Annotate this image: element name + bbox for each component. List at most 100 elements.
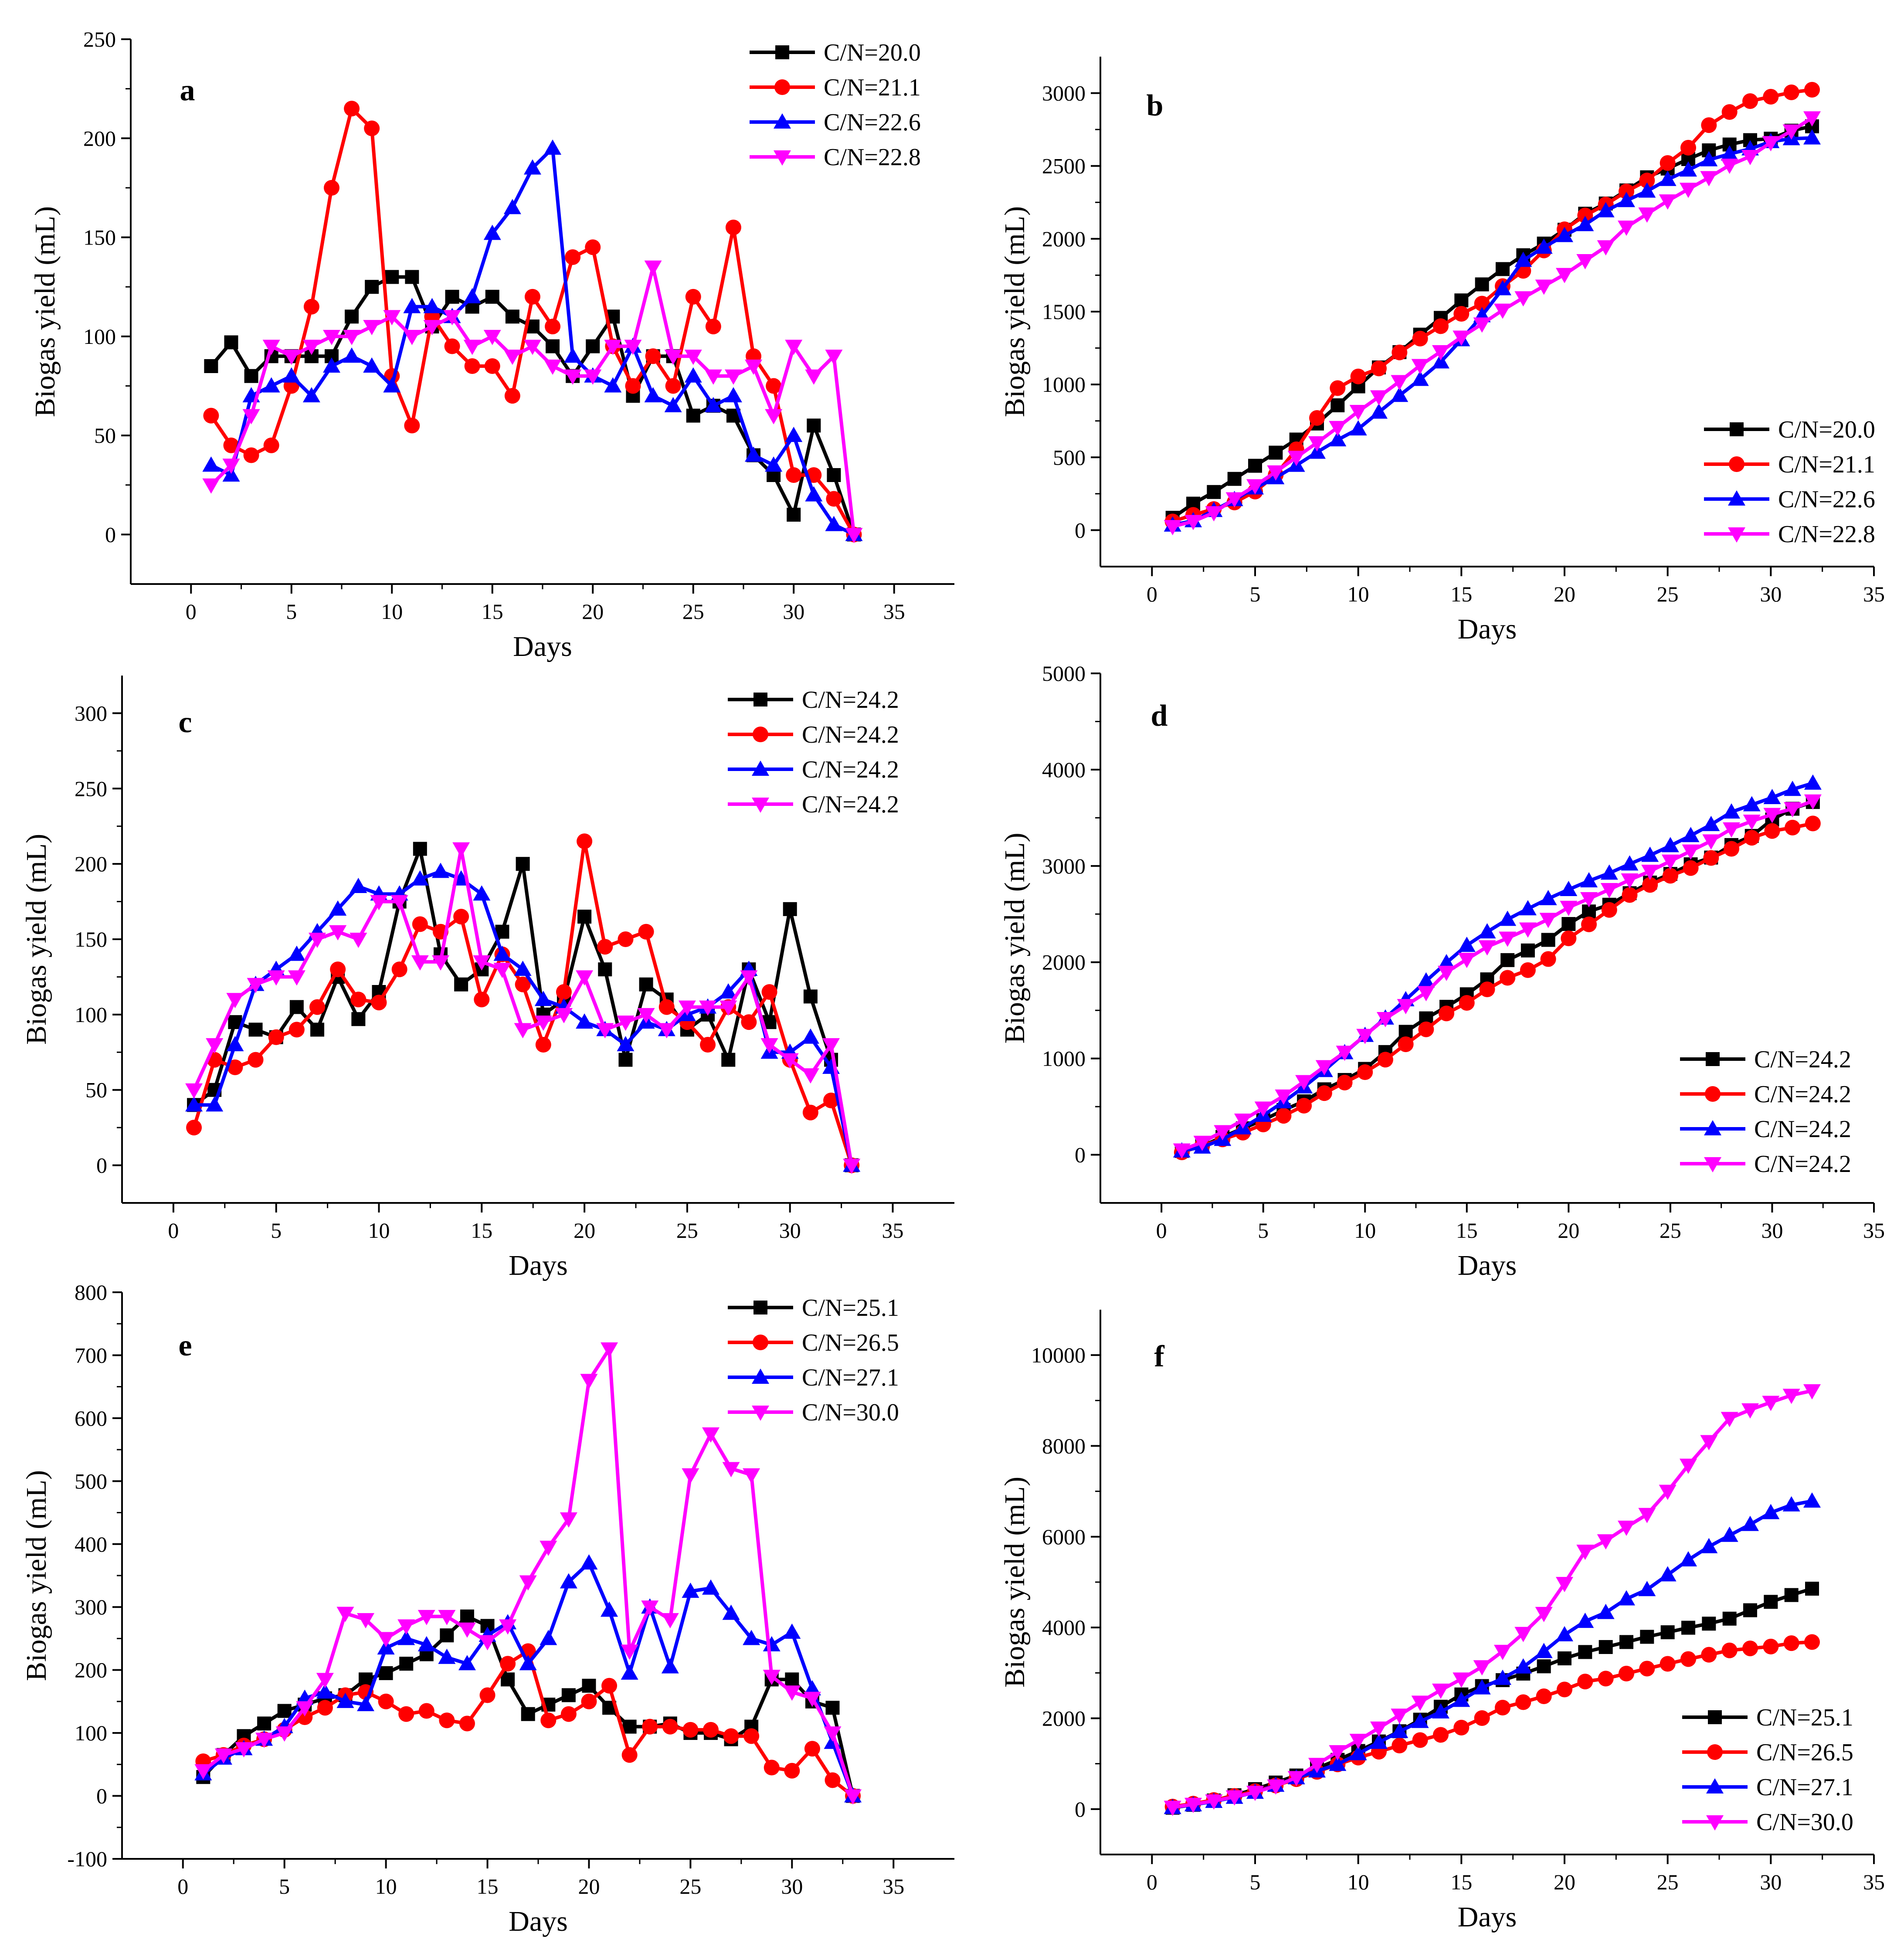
panel-b-series-2-point	[1680, 161, 1697, 177]
panel-a-series-0-point	[405, 270, 419, 284]
panel-f-series-2-point	[1370, 1733, 1388, 1749]
panel-c-series-0-point	[598, 962, 612, 977]
panel-d-series-3-point	[1275, 1089, 1293, 1105]
panel-a-series-1-point	[464, 358, 480, 374]
panel-a-series-3-point	[423, 320, 441, 336]
panel-c-series-1-point	[288, 1022, 305, 1038]
panel-f-series-0-point	[1599, 1640, 1613, 1654]
panel-a-series-3-point	[704, 369, 722, 385]
panel-f-series-2-point	[1576, 1613, 1594, 1628]
panel-a-series-1-point	[645, 348, 661, 364]
panel-d-x-tick-label: 15	[1456, 1218, 1478, 1243]
panel-a-series-3-point	[604, 340, 622, 355]
panel-f-series-3-point	[1597, 1534, 1615, 1550]
panel-d-series-1-point	[1296, 1097, 1312, 1114]
panel-a-y-tick-label: 150	[83, 225, 116, 250]
panel-b-series-2-point	[1535, 238, 1553, 254]
panel-d-y-tick-label: 5000	[1042, 661, 1086, 686]
panel-a-series-3-point	[765, 409, 783, 425]
panel-a-series-1-point	[263, 437, 279, 453]
panel-d-series-1-point	[1276, 1108, 1292, 1124]
panel-f-series-3-point	[1638, 1508, 1656, 1523]
panel-f-series-3-point	[1514, 1627, 1532, 1642]
panel-e-series-2-point	[519, 1655, 537, 1671]
panel-e-y-tick-label: -100	[67, 1847, 107, 1871]
panel-e-series-2-point	[540, 1630, 557, 1645]
panel-c-series-3-point	[411, 955, 429, 971]
panel-c-series-2-point	[514, 961, 532, 976]
panel-b-series-3-point	[1453, 330, 1470, 346]
panel-a-series-2-point	[403, 298, 421, 313]
panel-b-series-2-point	[1659, 170, 1677, 186]
panel-a-series-2-point	[343, 347, 361, 363]
panel-f-y-tick-label: 10000	[1031, 1343, 1086, 1367]
panel-d-series-1-point	[1500, 970, 1516, 986]
panel-e-y-tick-label: 300	[75, 1595, 107, 1619]
panel-e-series-3-point	[357, 1613, 375, 1629]
panel-c-series-3-point	[185, 1083, 203, 1099]
panel-c-series-1-point	[371, 995, 387, 1011]
panel-d-legend-3-label: C/N=24.2	[1754, 1151, 1851, 1178]
panel-c-legend-3-marker	[752, 798, 769, 813]
panel-b-series-2-point	[1597, 202, 1615, 217]
panel-e-series-1-point	[378, 1693, 394, 1709]
panel-f-series-1-point	[1474, 1710, 1490, 1726]
panel-d-series-1-point	[1785, 819, 1801, 836]
panel-f-series-2-point	[1556, 1626, 1573, 1641]
panel-a: 0 5 10 15 20 25 30 35 0 50 100 150 200 250 Days Biogas …	[29, 27, 954, 662]
panel-d-series-1-point	[1561, 930, 1577, 946]
panel-c-series-1-point	[330, 961, 346, 978]
panel-c-series-3-point	[390, 895, 408, 910]
panel-e-legend-0-label: C/N=25.1	[802, 1294, 899, 1321]
panel-d-series-2-point	[1804, 774, 1822, 790]
panel-e-series-1-point	[621, 1747, 638, 1763]
panel-d-series-3-point	[1519, 922, 1537, 938]
panel-b-series-3-point	[1329, 421, 1347, 436]
panel-e-series-3-point	[661, 1613, 679, 1629]
panel-c-x-tick-label: 20	[574, 1218, 595, 1243]
panel-a-series-3-point	[825, 350, 843, 365]
panel-a-series-1-point	[364, 120, 380, 136]
panel-b-series-1-point	[1474, 295, 1490, 312]
panel-c-legend-1-marker	[753, 727, 768, 742]
panel-a-y-tick-label: 50	[94, 423, 116, 448]
panel-a-series-2-point	[282, 367, 300, 383]
panel-b-series-2-point	[1576, 216, 1594, 231]
panel-a-series-3-point	[222, 459, 240, 474]
panel-f-y-tick-label: 6000	[1042, 1525, 1086, 1549]
panel-b-series-2-point	[1494, 280, 1511, 295]
panel-c-series-1-point	[618, 931, 634, 947]
panel-d-series-3-point	[1621, 873, 1639, 889]
panel-c-series-0-point	[803, 989, 818, 1004]
panel-e-x-tick-label: 20	[578, 1874, 600, 1899]
panel-e-series-2-line	[202, 1561, 855, 1797]
panel-f-series-0-point	[1537, 1659, 1551, 1674]
panel-f-series-2-point	[1494, 1669, 1511, 1685]
panel-d-series-2-point	[1723, 803, 1741, 819]
panel-a-series-3-point	[242, 409, 260, 425]
panel-f-series-3-point	[1246, 1786, 1264, 1801]
panel-e-series-3-point	[580, 1374, 598, 1389]
panel-e-series-3-point	[214, 1748, 232, 1764]
panel-a-series-2-point	[322, 357, 340, 373]
panel-e-series-2-point	[621, 1664, 638, 1680]
panel-e-series-0-point	[399, 1657, 414, 1671]
panel-f-legend-0-marker	[1708, 1710, 1722, 1724]
panel-a-series-2-point	[523, 159, 541, 175]
panel-c-series-3-point	[637, 1008, 655, 1023]
panel-b-x-tick-label: 5	[1250, 582, 1261, 606]
panel-d-series-2-point	[1784, 781, 1802, 796]
panel-f-series-0-point	[1805, 1582, 1819, 1596]
panel-e-series-1-point	[703, 1722, 719, 1738]
panel-e-series-1-point	[804, 1741, 820, 1757]
panel-f-series-1-point	[1515, 1694, 1531, 1710]
panel-a-legend-1-marker	[774, 79, 790, 95]
panel-b-y-tick-label: 2000	[1042, 227, 1086, 251]
panel-c-series-2-point	[350, 878, 367, 893]
panel-a-series-0-point	[787, 507, 801, 522]
panel-e-series-2-point	[803, 1680, 821, 1695]
panel-e-series-1-point	[418, 1703, 434, 1719]
panel-c-x-tick-label: 35	[882, 1218, 904, 1243]
panel-c-series-3-point	[226, 993, 244, 1009]
